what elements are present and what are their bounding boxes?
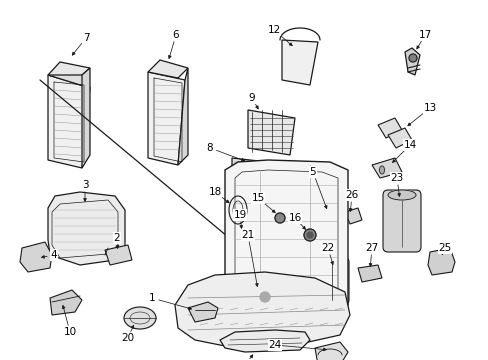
- Polygon shape: [48, 68, 90, 88]
- Text: 27: 27: [365, 243, 378, 253]
- Ellipse shape: [379, 166, 384, 174]
- Polygon shape: [345, 208, 361, 224]
- Circle shape: [274, 213, 285, 223]
- Text: 22: 22: [321, 243, 334, 253]
- FancyBboxPatch shape: [382, 190, 420, 252]
- Text: 25: 25: [437, 243, 451, 253]
- Text: 24: 24: [268, 340, 281, 350]
- Text: 16: 16: [288, 213, 301, 223]
- Polygon shape: [175, 272, 349, 348]
- Ellipse shape: [124, 307, 156, 329]
- Circle shape: [260, 292, 269, 302]
- Polygon shape: [50, 290, 82, 315]
- Circle shape: [306, 232, 312, 238]
- Text: 12: 12: [267, 25, 280, 35]
- Polygon shape: [427, 248, 454, 275]
- Text: 14: 14: [403, 140, 416, 150]
- Polygon shape: [178, 68, 187, 165]
- Circle shape: [304, 229, 315, 241]
- Text: 4: 4: [51, 250, 57, 260]
- Polygon shape: [105, 245, 132, 265]
- Polygon shape: [82, 68, 90, 168]
- Polygon shape: [377, 118, 401, 138]
- Polygon shape: [187, 302, 218, 322]
- Polygon shape: [231, 158, 267, 178]
- Polygon shape: [404, 48, 419, 75]
- Circle shape: [408, 54, 416, 62]
- Polygon shape: [48, 75, 90, 168]
- Ellipse shape: [228, 196, 246, 224]
- Polygon shape: [220, 330, 309, 352]
- Text: 13: 13: [423, 103, 436, 113]
- Polygon shape: [357, 265, 381, 282]
- Text: 23: 23: [389, 173, 403, 183]
- Polygon shape: [20, 242, 52, 272]
- Polygon shape: [387, 128, 411, 148]
- Polygon shape: [48, 62, 90, 75]
- Text: 17: 17: [418, 30, 431, 40]
- Polygon shape: [240, 230, 260, 244]
- Text: 20: 20: [121, 333, 134, 343]
- Text: 2: 2: [113, 233, 120, 243]
- Text: 7: 7: [82, 33, 89, 43]
- Text: 6: 6: [172, 30, 179, 40]
- Polygon shape: [371, 158, 401, 178]
- Text: 3: 3: [81, 180, 88, 190]
- Polygon shape: [48, 192, 125, 265]
- Polygon shape: [247, 280, 294, 315]
- Text: 10: 10: [63, 327, 77, 337]
- Polygon shape: [314, 342, 347, 360]
- Polygon shape: [224, 160, 347, 345]
- Text: 1: 1: [148, 293, 155, 303]
- Text: 9: 9: [248, 93, 255, 103]
- Text: 21: 21: [241, 230, 254, 240]
- Text: 5: 5: [309, 167, 316, 177]
- Polygon shape: [282, 40, 317, 85]
- Text: 26: 26: [345, 190, 358, 200]
- Text: 15: 15: [251, 193, 264, 203]
- Text: 19: 19: [233, 210, 246, 220]
- Text: 18: 18: [208, 187, 221, 197]
- Ellipse shape: [387, 190, 415, 200]
- Polygon shape: [148, 72, 184, 165]
- Text: 8: 8: [206, 143, 213, 153]
- FancyBboxPatch shape: [315, 258, 348, 304]
- Polygon shape: [247, 110, 294, 155]
- Polygon shape: [148, 60, 187, 78]
